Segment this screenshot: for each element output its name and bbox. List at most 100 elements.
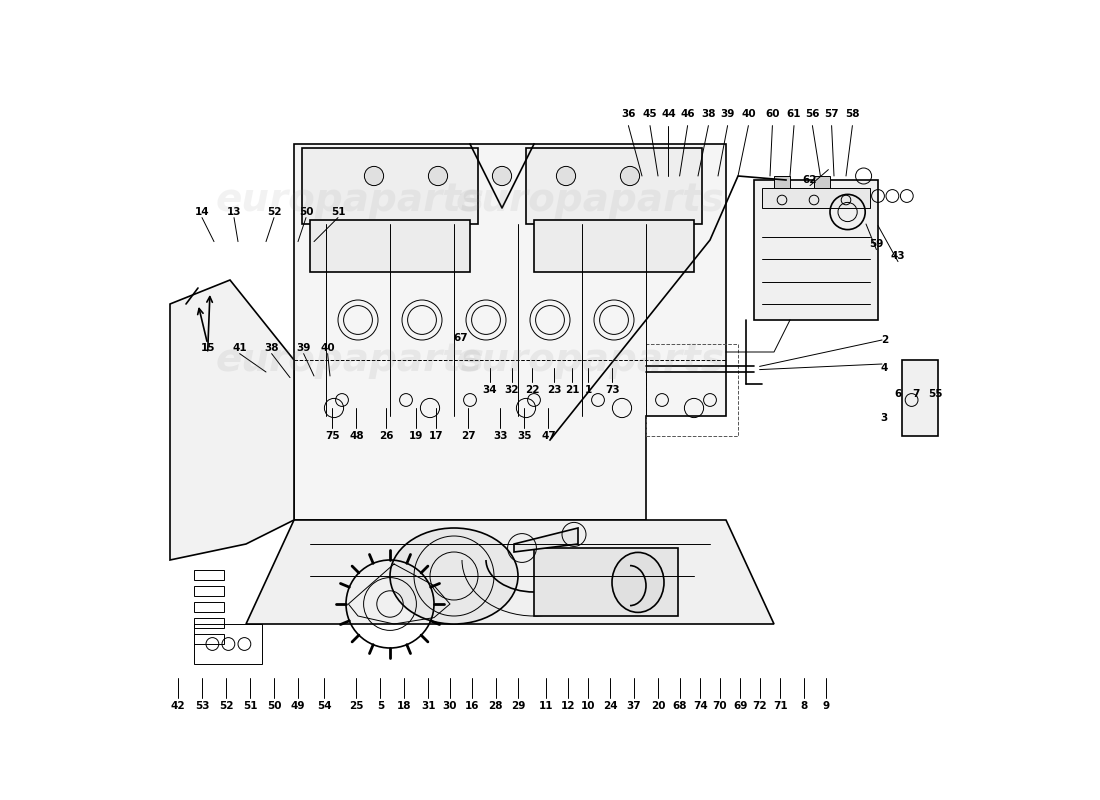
Text: 39: 39: [296, 343, 311, 353]
Text: 60: 60: [766, 109, 780, 118]
Bar: [194, 602, 224, 612]
Text: 50: 50: [299, 207, 314, 217]
Text: 18: 18: [397, 701, 411, 710]
Circle shape: [364, 166, 384, 186]
Text: 23: 23: [547, 386, 561, 395]
Text: 35: 35: [517, 431, 531, 441]
Text: 13: 13: [227, 207, 241, 217]
Polygon shape: [514, 528, 578, 552]
Polygon shape: [170, 280, 294, 560]
Text: 58: 58: [845, 109, 860, 118]
Bar: [194, 570, 224, 580]
Text: 10: 10: [581, 701, 596, 710]
Text: 32: 32: [504, 386, 519, 395]
Text: 24: 24: [603, 701, 617, 710]
Text: 47: 47: [541, 431, 556, 441]
Bar: [194, 624, 262, 664]
Text: 2: 2: [881, 335, 888, 345]
Circle shape: [620, 166, 639, 186]
Ellipse shape: [612, 552, 664, 613]
Text: 38: 38: [264, 343, 279, 353]
Bar: [762, 188, 870, 208]
Text: 40: 40: [741, 109, 756, 118]
Text: 40: 40: [320, 343, 334, 353]
Circle shape: [428, 166, 448, 186]
Text: 67: 67: [453, 333, 468, 342]
Text: 52: 52: [219, 701, 233, 710]
Text: 57: 57: [824, 109, 839, 118]
Text: europaparts: europaparts: [455, 341, 725, 379]
Text: 55: 55: [928, 389, 943, 398]
Text: 19: 19: [408, 431, 422, 441]
Text: 3: 3: [881, 413, 888, 422]
Bar: [534, 220, 694, 272]
Bar: [310, 220, 470, 272]
Text: 56: 56: [805, 109, 820, 118]
Bar: [646, 344, 738, 436]
Ellipse shape: [390, 528, 518, 624]
Text: 22: 22: [525, 386, 540, 395]
Bar: [302, 148, 478, 224]
Text: 52: 52: [266, 207, 282, 217]
Text: 17: 17: [429, 431, 443, 441]
Bar: [526, 148, 702, 224]
Text: 49: 49: [290, 701, 306, 710]
Text: 15: 15: [200, 343, 214, 353]
Text: 31: 31: [421, 701, 436, 710]
Bar: [754, 180, 878, 320]
Circle shape: [493, 166, 512, 186]
Circle shape: [557, 166, 575, 186]
Text: 16: 16: [464, 701, 478, 710]
Text: 70: 70: [713, 701, 727, 710]
Text: 37: 37: [627, 701, 641, 710]
Bar: [194, 618, 224, 628]
Text: 25: 25: [349, 701, 364, 710]
Bar: [194, 634, 224, 644]
Text: 71: 71: [773, 701, 788, 710]
Text: 61: 61: [786, 109, 801, 118]
Text: 51: 51: [243, 701, 257, 710]
Text: 62: 62: [803, 175, 817, 185]
Text: 51: 51: [331, 207, 345, 217]
Text: 38: 38: [701, 109, 716, 118]
Text: 68: 68: [672, 701, 686, 710]
Text: 6: 6: [894, 389, 902, 398]
Text: 73: 73: [605, 386, 619, 395]
Text: 21: 21: [565, 386, 580, 395]
Polygon shape: [246, 520, 774, 624]
Text: 11: 11: [539, 701, 553, 710]
Text: 36: 36: [621, 109, 636, 118]
Text: 30: 30: [442, 701, 458, 710]
Text: 34: 34: [483, 386, 497, 395]
Bar: [194, 586, 224, 596]
Text: 5: 5: [377, 701, 384, 710]
Text: 20: 20: [651, 701, 666, 710]
Text: 54: 54: [317, 701, 332, 710]
Text: 8: 8: [801, 701, 808, 710]
Text: 46: 46: [680, 109, 695, 118]
Text: 7: 7: [913, 389, 920, 398]
Text: 29: 29: [510, 701, 525, 710]
Text: 1: 1: [585, 386, 592, 395]
Text: 27: 27: [461, 431, 475, 441]
Text: 26: 26: [378, 431, 394, 441]
Bar: [902, 360, 938, 436]
Text: 74: 74: [693, 701, 707, 710]
Text: 39: 39: [720, 109, 735, 118]
Text: 72: 72: [752, 701, 767, 710]
Text: 48: 48: [349, 431, 364, 441]
Text: 28: 28: [488, 701, 503, 710]
Text: 42: 42: [170, 701, 185, 710]
Text: 41: 41: [232, 343, 246, 353]
Text: 50: 50: [266, 701, 282, 710]
Bar: [814, 176, 830, 188]
Bar: [534, 548, 678, 616]
Text: 69: 69: [734, 701, 748, 710]
Text: europaparts: europaparts: [216, 181, 484, 219]
Text: 33: 33: [493, 431, 507, 441]
Text: 59: 59: [869, 239, 883, 249]
Bar: [774, 176, 790, 188]
Text: 12: 12: [560, 701, 575, 710]
Text: europaparts: europaparts: [216, 341, 484, 379]
Text: 45: 45: [642, 109, 658, 118]
